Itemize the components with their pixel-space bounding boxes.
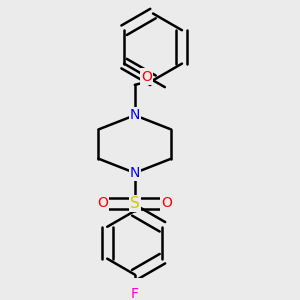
Text: F: F <box>131 287 139 300</box>
Text: O: O <box>98 196 108 210</box>
Text: S: S <box>130 196 140 211</box>
Text: O: O <box>161 196 172 210</box>
Text: O: O <box>141 70 152 83</box>
Text: N: N <box>130 166 140 180</box>
Text: N: N <box>130 108 140 122</box>
